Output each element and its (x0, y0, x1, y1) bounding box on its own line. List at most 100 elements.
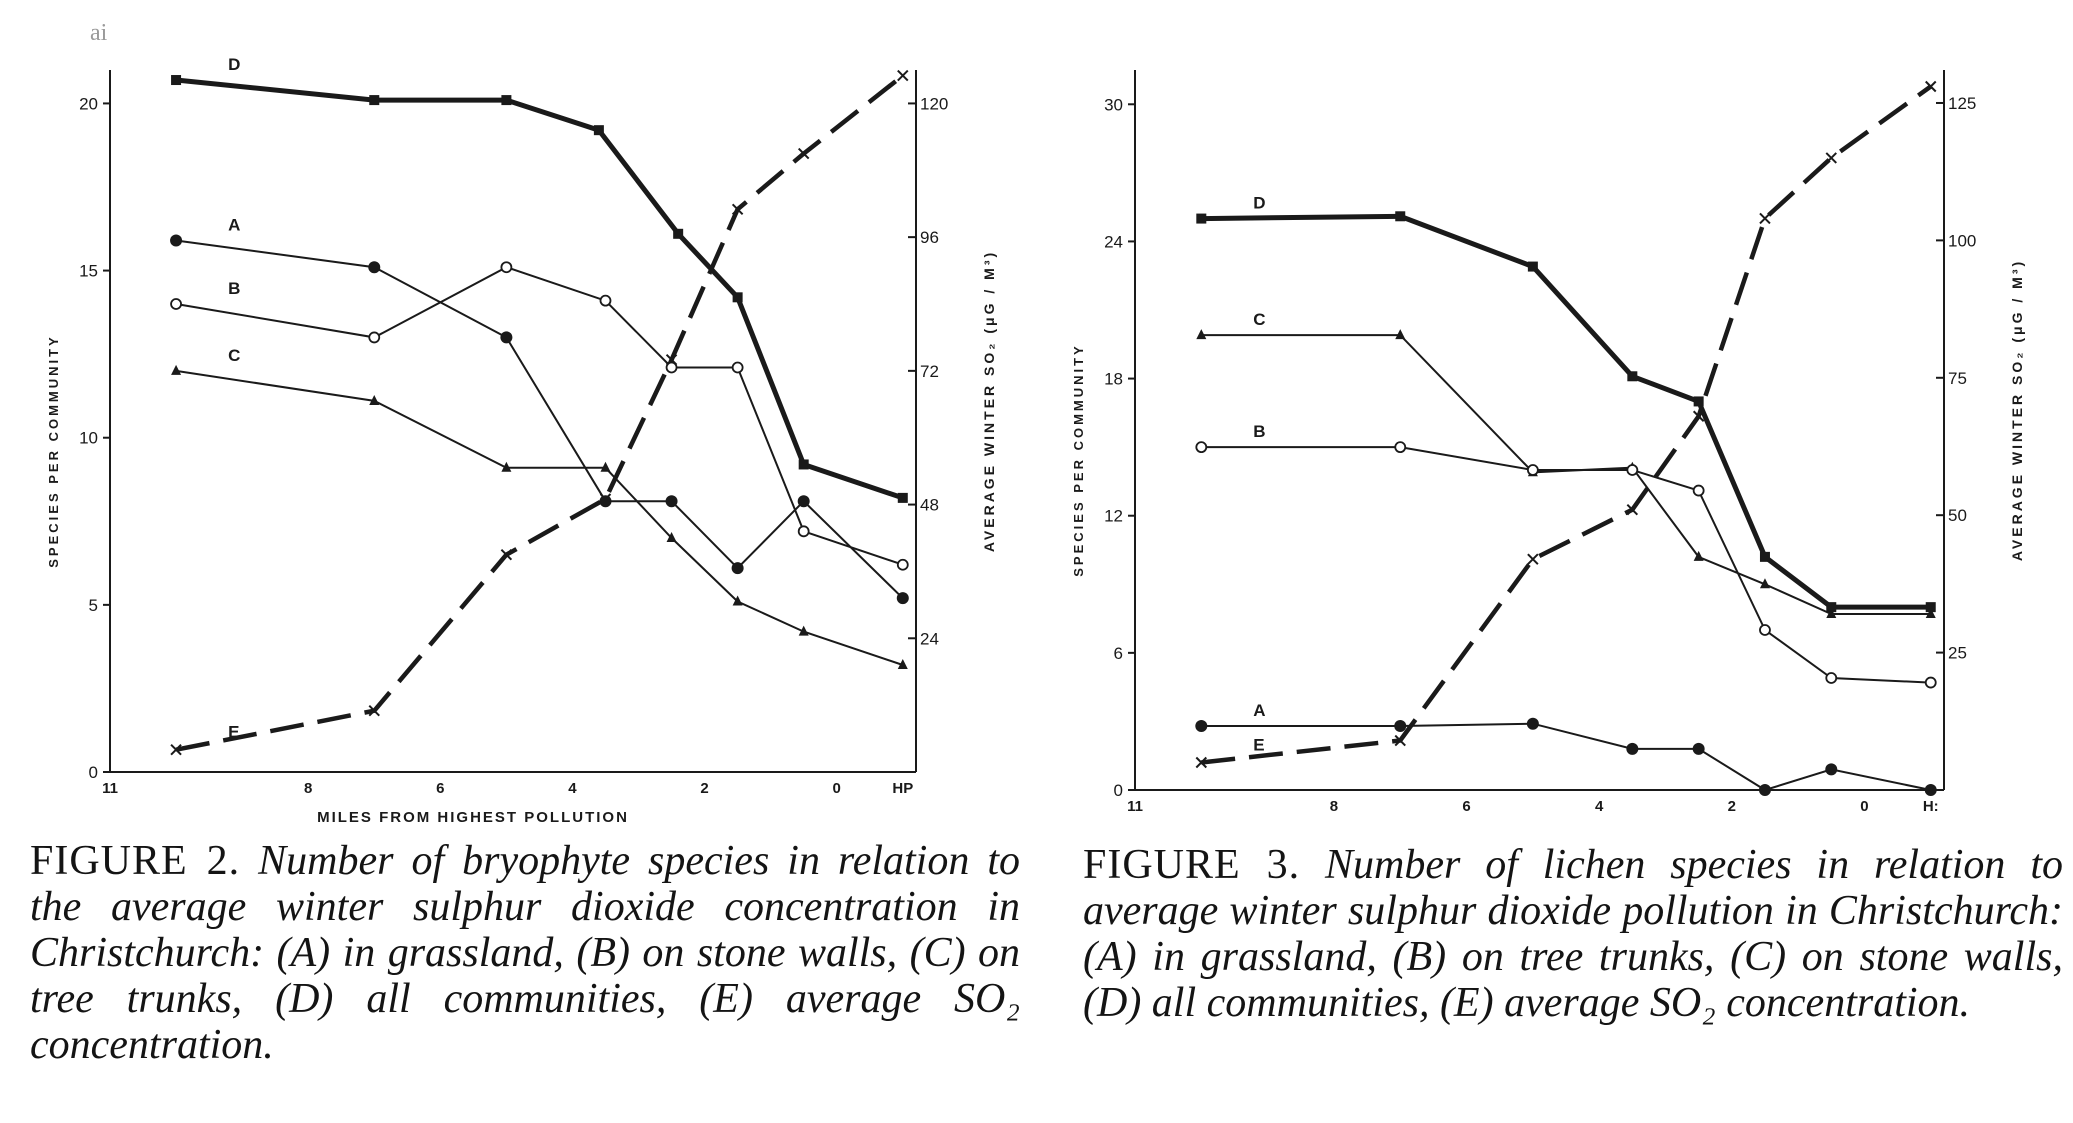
left-tick-label: 6 (1114, 644, 1123, 663)
series-d-point-1 (1395, 211, 1406, 222)
series-a-point-2 (1526, 717, 1539, 730)
series-e-point-1 (368, 705, 380, 717)
series-c-line (175, 369, 904, 666)
series-b-point-6 (797, 525, 810, 538)
series-c-label: C (228, 346, 240, 365)
series-d-point-4 (673, 228, 684, 239)
series-b-point-3 (1626, 464, 1639, 476)
series-c-point-5 (732, 595, 743, 606)
series-a-label: A (1253, 701, 1265, 720)
right-tick-label: 50 (1948, 506, 1967, 525)
series-e-point-3 (599, 493, 612, 505)
series-b-point-4 (1692, 484, 1705, 497)
series-a-point-0 (170, 234, 183, 247)
series-a-point-7 (896, 592, 909, 605)
series-e-point-6 (1825, 152, 1837, 164)
figure-2-caption-lead: FIGURE 2. (30, 838, 241, 884)
x-tick-label: 6 (436, 780, 444, 797)
series-d-point-5 (1759, 551, 1770, 562)
series-a-line (175, 239, 904, 599)
series-d-point-5 (732, 292, 743, 303)
series-c-point-1 (369, 394, 380, 405)
figure-3-caption: FIGURE 3. Number of lichen species in re… (1083, 842, 2063, 1026)
left-tick-label: 0 (1114, 781, 1123, 800)
series-e-line (1201, 84, 1933, 765)
left-tick-label: 15 (79, 262, 98, 281)
figure-2-caption: FIGURE 2. Number of bryophyte species in… (30, 838, 1020, 1068)
series-c-point-0 (1196, 329, 1207, 340)
series-b-line (175, 266, 904, 566)
figure-2-caption-text: Number of bryophyte species in relation … (30, 838, 1020, 1068)
series-e-line (175, 73, 905, 752)
series-c-point-6 (798, 625, 809, 636)
series-b-point-2 (500, 261, 513, 274)
series-d-line (1201, 213, 1931, 610)
series-e-point-5 (1759, 212, 1771, 225)
series-e-label: E (228, 723, 239, 742)
series-d-point-2 (1527, 261, 1538, 272)
series-a-line (1201, 722, 1931, 792)
series-a-point-5 (731, 562, 744, 575)
x-tick-label: 0 (833, 780, 841, 797)
left-tick-label: 5 (89, 596, 98, 615)
x-tick-label: HP (892, 780, 913, 797)
series-d-point-7 (897, 492, 908, 503)
right-tick-label: 75 (1948, 369, 1967, 388)
x-tick-label: 6 (1462, 798, 1470, 815)
y2-axis-label: AVERAGE WINTER SO₂ (μG / M³) (2009, 259, 2025, 561)
y-axis-label: SPECIES PER COMMUNITY (46, 334, 61, 567)
x-tick-label: 8 (1330, 798, 1338, 815)
left-tick-label: 12 (1104, 507, 1123, 526)
scan-mark: ai (90, 20, 108, 46)
series-d-point-1 (369, 95, 380, 106)
series-c-line (1201, 334, 1931, 615)
series-b-line (1201, 446, 1931, 684)
series-a-point-4 (1692, 742, 1705, 755)
series-d-point-3 (1627, 371, 1638, 382)
series-b-label: B (228, 279, 240, 298)
series-b-label: B (1253, 422, 1265, 441)
series-e-point-4 (665, 354, 678, 366)
series-c-point-1 (1395, 329, 1406, 340)
x-axis-label: MILES FROM HIGHEST POLLUTION (317, 809, 629, 826)
left-tick-label: 18 (1104, 370, 1123, 389)
series-e-point-5 (731, 203, 744, 215)
series-d-point-2 (501, 95, 512, 106)
series-b-point-0 (1195, 441, 1208, 454)
x-tick-label: 11 (1127, 798, 1143, 815)
series-b-point-6 (1825, 672, 1838, 684)
series-a-point-5 (1758, 784, 1771, 796)
series-d-point-4 (1693, 396, 1704, 407)
series-a-point-3 (1626, 742, 1639, 755)
x-tick-label: H: (1923, 798, 1939, 815)
series-d-label: D (228, 55, 240, 74)
figure-3-caption-text: Number of lichen species in relation to … (1083, 842, 2063, 1026)
series-c-point-7 (1925, 608, 1936, 618)
x-tick-label: 2 (1728, 798, 1736, 815)
series-a-point-3 (599, 495, 612, 508)
figure-3-caption-lead: FIGURE 3. (1083, 842, 1301, 888)
series-d-label: D (1253, 194, 1265, 213)
series-c-point-7 (897, 659, 908, 670)
right-tick-label: 125 (1948, 94, 1976, 113)
x-tick-label: 0 (1860, 798, 1868, 815)
right-tick-label: 96 (920, 228, 939, 247)
series-b-point-1 (1394, 441, 1407, 454)
series-e-point-0 (170, 744, 182, 756)
series-a-point-4 (665, 495, 678, 508)
series-e-label: E (1253, 736, 1264, 755)
x-tick-label: 8 (304, 780, 312, 797)
series-c-point-2 (501, 461, 512, 472)
series-e-point-7 (897, 69, 909, 82)
right-tick-label: 25 (1948, 644, 1967, 663)
series-a-point-6 (797, 495, 810, 508)
series-e-point-4 (1692, 410, 1705, 422)
series-e-point-2 (500, 549, 513, 561)
series-a-point-6 (1825, 763, 1838, 776)
chart-3: 0 6 12 18 24 30 25 50 75 100 125 11 8 6 4 2 0 H: MILES SPEC… (1071, 70, 2025, 830)
right-tick-label: 100 (1948, 231, 1976, 250)
left-tick-label: 0 (89, 763, 98, 782)
